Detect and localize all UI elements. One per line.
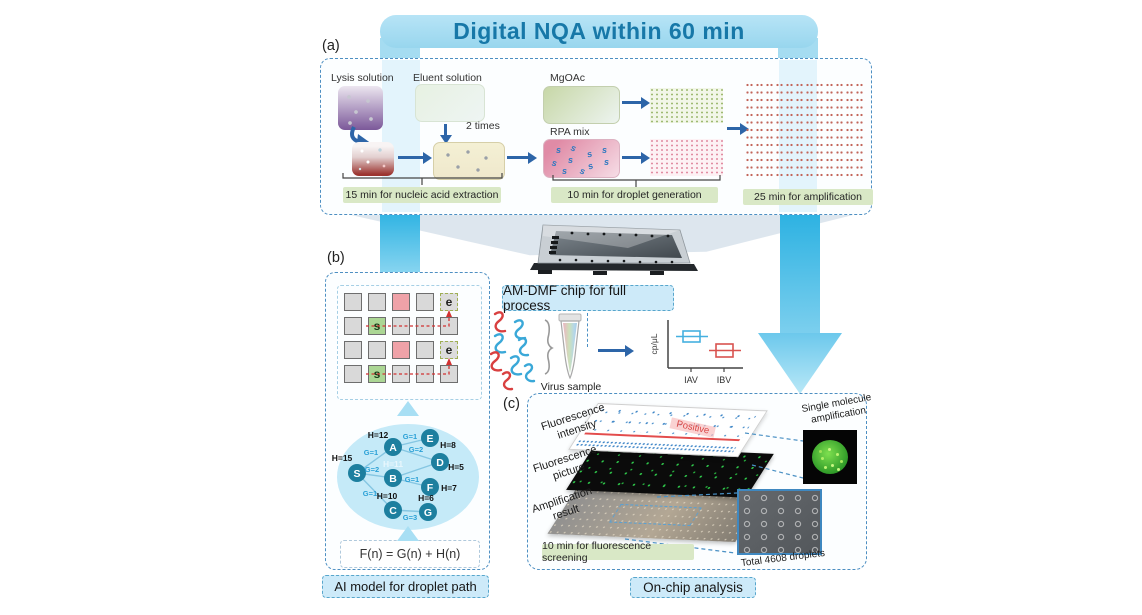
arrow-right-icon (622, 96, 650, 109)
result-boxplot: cp/μL IAV IBV (649, 320, 743, 385)
node-h-label: H=10 (377, 491, 398, 501)
node-letter: B (389, 473, 397, 485)
grid-frame (337, 285, 482, 400)
rpa-mix-label: RPA mix (550, 126, 590, 138)
chip-caption: AM-DMF chip for full process (502, 283, 674, 313)
big-down-arrow-icon (758, 333, 842, 394)
rpa-molecule-glyph: s (556, 145, 562, 155)
lysed-sample-box (352, 142, 394, 176)
edge-g-label: G=1 (403, 432, 417, 441)
virus-sample-graphic: Virus sample (489, 311, 602, 393)
node-letter: A (389, 442, 397, 454)
droplet-path-overlay (366, 310, 452, 375)
node-h-label: H=12 (368, 430, 389, 440)
grid-cell (344, 293, 362, 311)
eluted-sample-box (433, 142, 505, 180)
droplet-grid: e s e s (344, 293, 458, 383)
title-banner: Digital NQA within 60 min (380, 15, 818, 48)
rpa-molecule-glyph: s (602, 145, 608, 155)
dashed-connector (587, 313, 588, 347)
figure-title: Digital NQA within 60 min (453, 18, 745, 44)
edge-g-label: G=3 (403, 513, 417, 522)
boxplot-ylabel: cp/μL (649, 333, 659, 354)
edge-g-label: G=1 (363, 489, 377, 498)
edge-g-label: G=2 (409, 445, 423, 454)
grid-cell (344, 365, 362, 383)
time-screening-bar: 10 min for fluorescence screening (542, 540, 694, 564)
panel-a-label: (a) (322, 38, 340, 54)
arrow-right-icon (622, 151, 650, 164)
edge-g-label: G=2 (365, 465, 379, 474)
edge-g-label: G=1 (364, 448, 378, 457)
panel-c-caption: On-chip analysis (630, 577, 756, 598)
arrow-right-icon (598, 344, 634, 357)
total-droplets-image (737, 489, 822, 555)
flow-bar-left (380, 214, 420, 272)
rpa-molecule-glyph: s (604, 157, 610, 167)
time-amplification-bar: 25 min for amplification (743, 189, 873, 205)
fluorescent-droplet (812, 440, 848, 474)
dmf-chip-image (530, 224, 698, 275)
up-arrow-icon (397, 526, 419, 541)
grid-cell (368, 293, 386, 311)
mgoac-box (543, 86, 620, 124)
node-letter: E (426, 433, 433, 445)
node-h-label: H=5 (448, 462, 464, 472)
eluent-solution-label: Eluent solution (413, 72, 482, 84)
rpa-molecule-glyph: s (568, 155, 574, 165)
virus-sample-label: Virus sample (541, 381, 602, 393)
eluent-solution-box (415, 84, 485, 122)
rpa-mix-box: s s s s s s s s s s (543, 139, 620, 178)
node-letter: D (436, 457, 444, 469)
two-times-label: 2 times (466, 120, 500, 132)
boxplot-category: IBV (717, 375, 732, 385)
grid-cell-obstacle (392, 341, 410, 359)
mgoac-droplet-array (650, 88, 723, 123)
node-h-label: H=8 (440, 440, 456, 450)
arrow-down-icon (439, 124, 452, 144)
node-h-label: H=7 (441, 483, 457, 493)
grid-cell (368, 341, 386, 359)
arrow-right-icon (398, 151, 432, 164)
node-h-label: H=11 (383, 459, 403, 469)
grid-cell (344, 317, 362, 335)
node-letter: F (427, 482, 434, 494)
lysis-solution-box (338, 86, 383, 130)
grid-cell (416, 341, 434, 359)
inset-connectors (624, 432, 804, 554)
boxplot-category: IAV (684, 375, 698, 385)
amplified-droplet-array (745, 82, 863, 180)
arrow-right-icon (727, 122, 749, 135)
edge-g-label: G=1 (405, 475, 419, 484)
node-h-label: H=15 (332, 453, 353, 463)
panel-b-label: (b) (327, 250, 345, 266)
rpa-droplet-array (650, 139, 723, 176)
node-letter: G (424, 507, 432, 519)
up-arrow-icon (397, 401, 419, 416)
panel-b-caption: AI model for droplet path (322, 575, 489, 598)
rpa-molecule-glyph: s (562, 166, 568, 176)
search-graph: S A E D B F C G H=15 H=12 H=8 H=5 H=11 H… (332, 424, 479, 530)
time-extraction-bar: 15 min for nucleic acid extraction (343, 187, 501, 203)
single-molecule-image (803, 430, 857, 484)
node-h-label: H=6 (418, 493, 434, 503)
lysis-solution-label: Lysis solution (331, 72, 394, 84)
panel-c-label: (c) (503, 396, 520, 412)
mgoac-label: MgOAc (550, 72, 586, 84)
grid-cell (344, 341, 362, 359)
astar-formula: F(n) = G(n) + H(n) (340, 540, 480, 568)
grid-cell (416, 293, 434, 311)
flow-bar-right (780, 214, 820, 334)
arrow-right-icon (507, 151, 537, 164)
grid-cell-obstacle (392, 293, 410, 311)
node-letter: C (389, 505, 397, 517)
time-droplet-bar: 10 min for droplet generation (551, 187, 718, 203)
time-brackets (342, 173, 721, 187)
node-letter: S (353, 468, 360, 480)
banner-leg-left-through (382, 60, 420, 212)
